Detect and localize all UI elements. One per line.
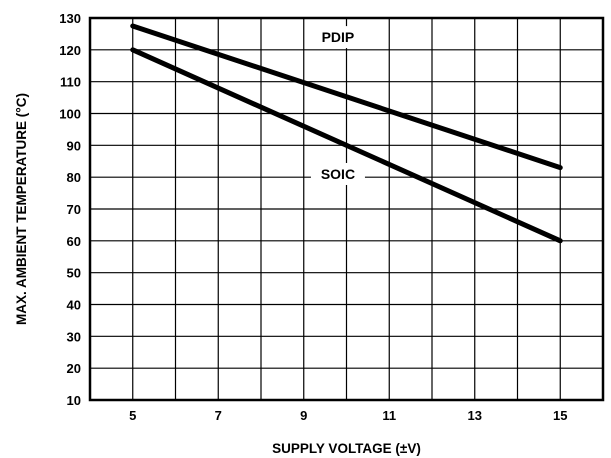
series-label-bg <box>310 162 365 185</box>
y-tick-label: 50 <box>67 266 81 281</box>
y-tick-labels: 10 20 30 40 50 60 70 80 90 100 110 120 130 <box>59 11 81 408</box>
y-tick-label: 80 <box>67 170 81 185</box>
y-tick-label: 90 <box>67 138 81 153</box>
y-tick-label: 110 <box>60 75 81 90</box>
series-lines <box>130 23 563 244</box>
series-line-soic <box>130 47 563 244</box>
series-line-pdip <box>130 23 563 171</box>
y-tick-label: 130 <box>59 11 81 26</box>
y-tick-label: 30 <box>67 329 81 344</box>
series-label-pdip: PDIP <box>322 29 355 45</box>
x-tick-label: 9 <box>300 408 307 423</box>
y-tick-label: 40 <box>67 298 81 313</box>
x-tick-label: 15 <box>553 408 567 423</box>
y-tick-label: 120 <box>59 43 81 58</box>
y-tick-label: 20 <box>67 361 81 376</box>
series-labels: PDIP SOIC <box>310 26 365 185</box>
y-tick-label: 10 <box>67 393 81 408</box>
y-tick-label: 100 <box>59 107 81 122</box>
x-axis-title: SUPPLY VOLTAGE (±V) <box>272 441 421 456</box>
y-tick-label: 60 <box>67 234 81 249</box>
x-tick-label: 13 <box>468 408 482 423</box>
series-label-bg <box>310 26 365 49</box>
x-tick-labels: 5 7 9 11 13 15 <box>129 408 567 423</box>
x-tick-label: 5 <box>129 408 136 423</box>
plot-frame <box>88 16 605 402</box>
grid <box>90 18 603 400</box>
y-tick-label: 70 <box>67 202 81 217</box>
y-axis-title: MAX. AMBIENT TEMPERATURE (°C) <box>14 93 29 325</box>
x-tick-label: 7 <box>215 408 222 423</box>
x-tick-label: 11 <box>382 408 396 423</box>
series-label-soic: SOIC <box>321 166 355 182</box>
